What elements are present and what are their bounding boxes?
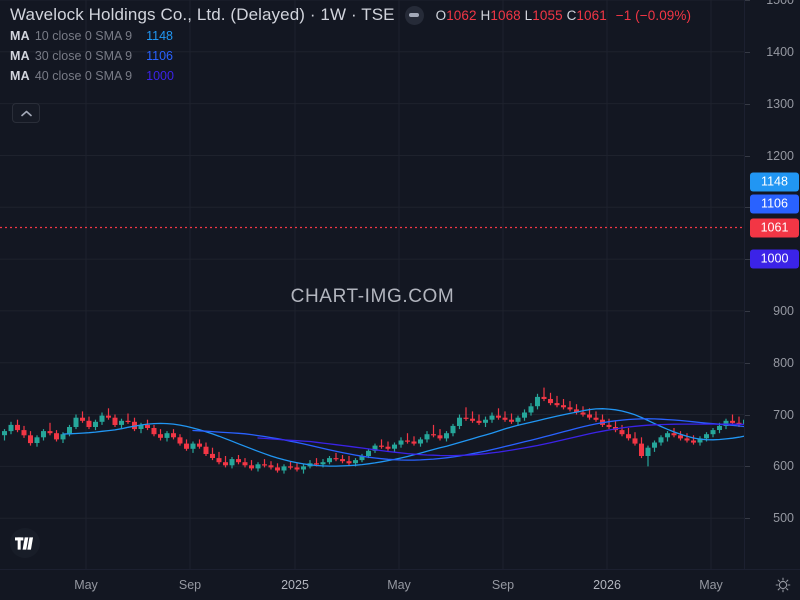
legend-ma-row-1[interactable]: MA 10 close 0 SMA 9 1148	[10, 26, 691, 46]
price-tick-label: 1500	[766, 0, 794, 7]
price-tick-mark	[745, 518, 750, 520]
ma-description: 10 close 0 SMA 9	[34, 29, 133, 43]
price-tick-label: 1200	[766, 148, 794, 163]
price-tick-label: 900	[773, 303, 794, 318]
price-tick-mark	[745, 414, 750, 416]
legend-symbol-row[interactable]: Wavelock Holdings Co., Ltd. (Delayed) · …	[10, 4, 691, 26]
price-badge[interactable]: 1148	[750, 172, 799, 192]
chart-plot-area[interactable]	[0, 0, 745, 570]
price-tick-label: 500	[773, 511, 794, 526]
low-value: 1055	[532, 7, 563, 23]
legend-ma-row-3[interactable]: MA 40 close 0 SMA 9 1000	[10, 66, 691, 86]
price-badge[interactable]: 1000	[750, 249, 799, 269]
eye-hide-icon[interactable]	[404, 5, 424, 25]
high-value: 1068	[490, 7, 521, 23]
ma-tag: MA	[10, 49, 30, 63]
close-value: 1061	[576, 7, 607, 23]
time-settings-icon[interactable]	[775, 577, 791, 593]
price-tick-mark	[745, 259, 750, 261]
legend-ma-row-2[interactable]: MA 30 close 0 SMA 9 1106	[10, 46, 691, 66]
symbol-title: Wavelock Holdings Co., Ltd. (Delayed) · …	[10, 5, 395, 24]
chevron-up-icon	[20, 110, 32, 116]
high-label: H	[480, 7, 491, 23]
change-value: −1 (−0.09%)	[615, 7, 692, 23]
low-label: L	[524, 7, 533, 23]
price-tick-mark	[745, 310, 750, 312]
time-tick-label: Sep	[178, 578, 202, 592]
price-tick-mark	[745, 466, 750, 468]
tradingview-logo[interactable]	[10, 528, 40, 558]
price-tick-mark	[745, 155, 750, 157]
price-tick-mark	[745, 103, 750, 105]
ma-tag: MA	[10, 69, 30, 83]
price-badge[interactable]: 1106	[750, 194, 799, 214]
price-scale[interactable]: 5006007008009001000110012001300140015001…	[744, 0, 800, 570]
ohlc-values: O1062 H1068 L1055 C1061 −1 (−0.09%)	[436, 8, 692, 23]
tradingview-logo-icon	[15, 536, 34, 550]
price-badge[interactable]: 1061	[750, 218, 799, 237]
chart-canvas	[0, 0, 745, 570]
price-tick-label: 700	[773, 407, 794, 422]
price-tick-label: 1400	[766, 44, 794, 59]
price-tick-mark	[745, 0, 750, 1]
time-tick-label: May	[74, 578, 98, 592]
chart-legend: Wavelock Holdings Co., Ltd. (Delayed) · …	[10, 4, 691, 86]
ma-description: 30 close 0 SMA 9	[34, 49, 133, 63]
time-tick-label: May	[699, 578, 723, 592]
open-value: 1062	[446, 7, 477, 23]
ma-value: 1106	[146, 49, 174, 63]
legend-collapse-button[interactable]	[12, 103, 40, 123]
time-tick-label: 2026	[593, 578, 621, 592]
price-tick-mark	[745, 207, 750, 209]
ma-tag: MA	[10, 29, 30, 43]
ma-value: 1148	[146, 29, 174, 43]
price-tick-mark	[745, 51, 750, 53]
time-scale[interactable]: May Sep 2025 May Sep 2026 May	[0, 569, 800, 600]
price-tick-label: 800	[773, 355, 794, 370]
time-tick-label: 2025	[281, 578, 309, 592]
price-tick-label: 1300	[766, 96, 794, 111]
price-tick-label: 600	[773, 459, 794, 474]
ma-value: 1000	[146, 69, 174, 83]
close-label: C	[566, 7, 577, 23]
open-label: O	[435, 7, 447, 23]
price-tick-mark	[745, 362, 750, 364]
time-tick-label: Sep	[491, 578, 515, 592]
ma-description: 40 close 0 SMA 9	[34, 69, 133, 83]
time-tick-label: May	[387, 578, 411, 592]
